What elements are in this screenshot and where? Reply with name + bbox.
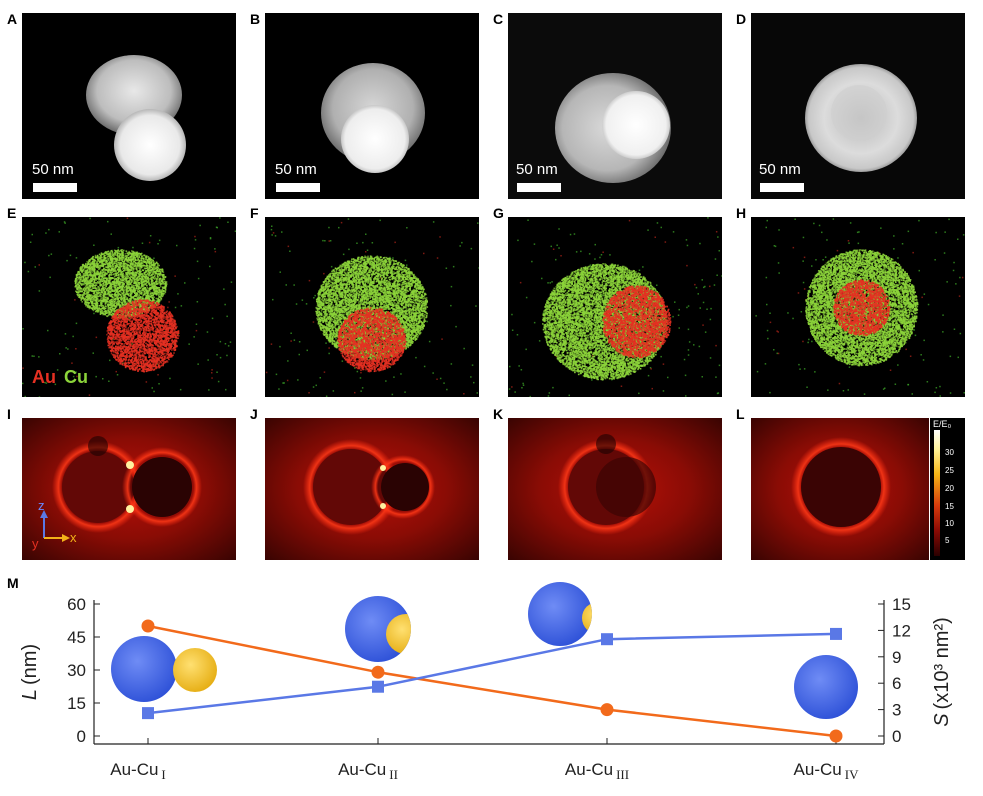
- axis-x-label: x: [70, 530, 77, 545]
- field-map-i: z x y: [22, 418, 236, 560]
- legend-au: Au: [32, 367, 56, 388]
- panel-label-k: K: [493, 407, 503, 421]
- colorbar-tick: 30: [945, 448, 954, 457]
- right-axis-tick-label: 6: [892, 674, 901, 693]
- right-axis-title: S (x10³ nm²): [931, 617, 953, 727]
- panel-label-d: D: [736, 12, 746, 26]
- panel-label-g: G: [493, 206, 504, 220]
- data-point-left: [600, 703, 614, 717]
- x-axis-category-label: Au-Cu II: [338, 760, 398, 782]
- panel-label-f: F: [250, 206, 259, 220]
- data-point-right: [830, 627, 842, 640]
- legend-cu: Cu: [64, 367, 88, 388]
- colorbar-tick: 25: [945, 466, 954, 475]
- model-sphere-1: [111, 636, 217, 702]
- eds-map-f: [265, 217, 479, 397]
- scale-bar-label: 50 nm: [32, 161, 74, 178]
- series-line-left: [147, 624, 837, 738]
- colorbar-tick: 5: [945, 536, 949, 545]
- data-point-left: [829, 729, 843, 743]
- scale-bar-label: 50 nm: [275, 161, 317, 178]
- right-axis-tick-label: 3: [892, 701, 901, 720]
- scale-bar: [517, 183, 561, 192]
- panel-label-i: I: [7, 407, 11, 421]
- panel-label-c: C: [493, 12, 503, 26]
- eds-map-h: [751, 217, 965, 397]
- x-axis-category-label: Au-Cu I: [110, 760, 166, 782]
- eds-map-e: Au Cu: [22, 217, 236, 397]
- left-axis-symbol: L: [19, 689, 41, 700]
- axis-y-label: y: [32, 536, 39, 551]
- colorbar-gradient: [934, 430, 940, 556]
- scale-bar: [760, 183, 804, 192]
- eds-map-g: [508, 217, 722, 397]
- x-axis-category-label: Au-Cu III: [565, 760, 629, 782]
- right-axis-tick-label: 15: [892, 595, 911, 614]
- left-axis-tick-label: 60: [67, 595, 86, 614]
- panel-label-b: B: [250, 12, 260, 26]
- right-axis-symbol: S: [931, 713, 953, 727]
- stem-image-c: 50 nm: [508, 13, 722, 199]
- line-chart: 0 15 30 45 60 0 3 6 9 12 15 Au-Cu I Au-Cu II Au-Cu III…: [19, 582, 953, 782]
- panel-label-j: J: [250, 407, 258, 421]
- panel-label-a: A: [7, 12, 17, 26]
- left-axis-title: L (nm): [19, 644, 41, 700]
- data-point-left: [141, 619, 155, 633]
- scale-bar: [276, 183, 320, 192]
- right-axis-tick-label: 12: [892, 621, 911, 640]
- stem-image-d: 50 nm: [751, 13, 965, 199]
- x-axis-category-label: Au-Cu IV: [794, 760, 860, 782]
- colorbar-tick: 20: [945, 484, 954, 493]
- colorbar-tick: 15: [945, 502, 954, 511]
- panel-label-h: H: [736, 206, 746, 220]
- left-axis-tick-label: 15: [67, 694, 86, 713]
- left-axis-tick-label: 45: [67, 628, 86, 647]
- left-axis-unit: (nm): [19, 644, 41, 685]
- scale-bar: [33, 183, 77, 192]
- model-sphere-2: [345, 596, 411, 662]
- data-point-right: [142, 707, 154, 720]
- data-point-right: [601, 633, 613, 646]
- stem-image-b: 50 nm: [265, 13, 479, 199]
- left-axis-tick-label: 0: [77, 727, 86, 746]
- colorbar-tick: 10: [945, 519, 954, 528]
- field-map-k: [508, 418, 722, 560]
- scale-bar-label: 50 nm: [516, 161, 558, 178]
- data-point-right: [372, 680, 384, 693]
- data-point-left: [371, 665, 385, 679]
- panel-label-m: M: [7, 576, 19, 590]
- scale-bar-label: 50 nm: [759, 161, 801, 178]
- colorbar: E/E₀ 30 25 20 15 10 5: [930, 418, 965, 560]
- panel-label-l: L: [736, 407, 745, 421]
- right-axis-tick-label: 0: [892, 727, 901, 746]
- field-map-j: [265, 418, 479, 560]
- model-sphere-4: [794, 655, 858, 719]
- axes-indicator: z x y: [32, 498, 84, 551]
- stem-image-a: 50 nm: [22, 13, 236, 199]
- colorbar-title: E/E₀: [933, 419, 951, 429]
- panel-label-e: E: [7, 206, 16, 220]
- right-axis-unit: (x10³ nm²): [931, 617, 953, 709]
- left-axis-tick-label: 30: [67, 661, 86, 680]
- field-map-l: [751, 418, 929, 560]
- axis-z-label: z: [38, 498, 45, 513]
- right-axis-tick-label: 9: [892, 648, 901, 667]
- series-line-right: [147, 632, 837, 715]
